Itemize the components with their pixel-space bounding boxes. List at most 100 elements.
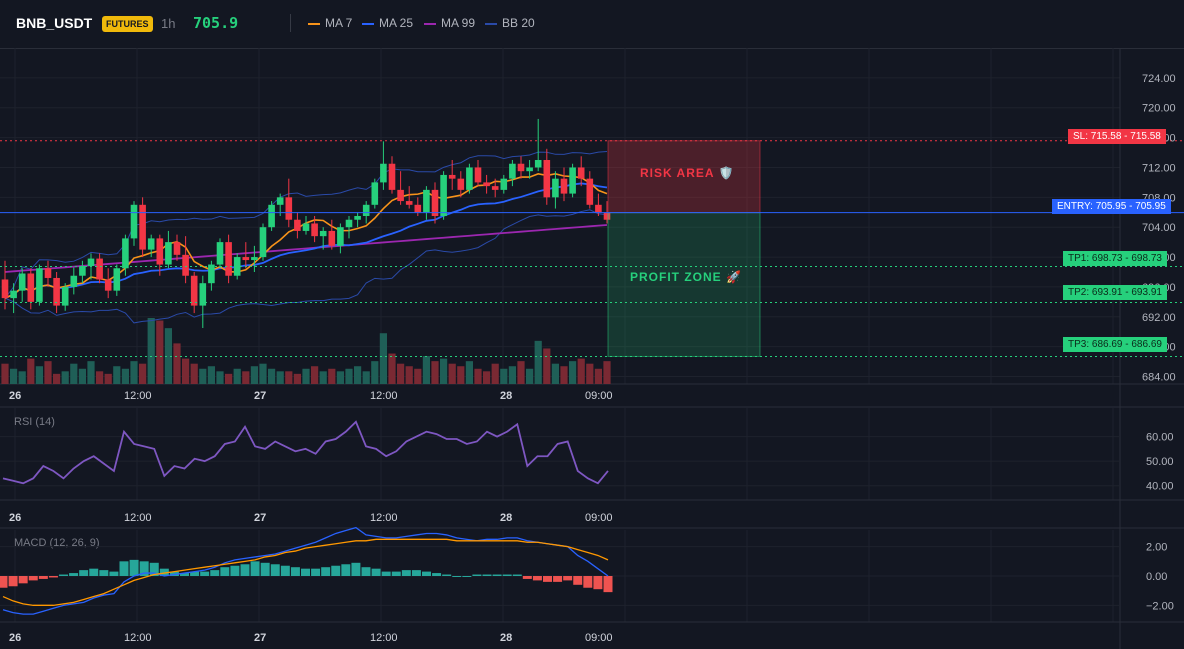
candle-body	[569, 167, 576, 194]
volume-bar	[259, 363, 267, 384]
symbol-name[interactable]: BNB_USDT	[16, 15, 93, 31]
macd-histogram-bar	[331, 565, 341, 576]
macd-histogram-bar	[28, 576, 38, 581]
time-axis-label: 12:00	[124, 390, 152, 402]
volume-bar	[586, 363, 594, 384]
candle-body	[595, 204, 602, 213]
time-axis-label: 26	[9, 632, 21, 644]
timeframe-selector[interactable]: 1h	[161, 16, 176, 31]
volume-bar	[78, 368, 86, 384]
volume-bar	[302, 368, 310, 384]
macd-histogram-bar	[230, 565, 240, 576]
volume-bar	[164, 328, 172, 384]
macd-histogram-bar	[260, 562, 270, 576]
volume-bar	[242, 371, 250, 384]
legend-ma25[interactable]: MA 25	[362, 16, 413, 30]
time-axis-label: 27	[254, 390, 266, 402]
candle-body	[423, 189, 430, 213]
volume-bar	[577, 358, 585, 384]
price-axis-label: 684.00	[1142, 372, 1176, 384]
rsi-line	[2, 420, 609, 485]
candle-body	[18, 273, 26, 291]
macd-axis-label: 2.00	[1146, 542, 1167, 554]
candle-body	[242, 257, 250, 261]
candle-body	[388, 163, 396, 190]
legend-ma7[interactable]: MA 7	[308, 16, 352, 30]
candle-body	[285, 197, 293, 220]
volume-bar	[345, 368, 353, 384]
macd-histogram-bar	[593, 576, 603, 590]
macd-title: MACD (12, 26, 9)	[14, 537, 100, 549]
candle-body	[362, 204, 370, 216]
macd-histogram-bar	[210, 570, 220, 576]
last-price: 705.9	[193, 14, 239, 32]
volume-bar	[543, 348, 551, 384]
candle-body	[328, 230, 336, 246]
volume-bar	[362, 371, 370, 384]
candle-body	[311, 223, 318, 237]
volume-bar	[130, 361, 138, 384]
volume-bar	[10, 368, 18, 384]
candle-body	[345, 219, 353, 228]
time-axis-label: 28	[500, 390, 512, 402]
tp1-label: TP1: 698.73	[1068, 253, 1123, 264]
profit-zone-label: PROFIT ZONE 🚀	[630, 270, 742, 284]
price-axis-label: 724.00	[1142, 73, 1176, 85]
candle-body	[457, 178, 465, 190]
candle-body	[517, 163, 525, 172]
volume-bar	[156, 320, 164, 384]
candle-body	[466, 167, 473, 190]
legend-ma25-label: MA 25	[379, 16, 414, 30]
volume-bar	[491, 363, 499, 384]
volume-bar	[354, 366, 362, 384]
risk-area-zone	[607, 140, 761, 214]
volume-bar	[517, 361, 525, 384]
price-axis-label: 704.00	[1142, 222, 1176, 234]
candle-body	[371, 182, 379, 205]
macd-line	[2, 526, 609, 615]
tp3-tag: TP3: 686.69 - 686.69	[1063, 337, 1167, 352]
candle-body	[44, 268, 52, 278]
macd-histogram-bar	[442, 574, 452, 576]
macd-histogram-bar	[361, 567, 371, 576]
volume-bar	[414, 368, 422, 384]
candle-body	[294, 219, 301, 231]
volume-bar	[388, 353, 396, 384]
time-axis-label: 27	[254, 632, 266, 644]
candle-body	[216, 242, 224, 265]
candle-body	[130, 204, 138, 239]
candle-body	[147, 238, 155, 250]
stop-loss-tag: SL: 715.58 - 715.58	[1068, 129, 1166, 144]
macd-histogram-bar	[190, 571, 200, 576]
tp2-tag: TP2: 693.91 - 693.91	[1063, 285, 1167, 300]
volume-bar	[61, 371, 69, 384]
legend-ma99[interactable]: MA 99	[424, 16, 475, 30]
candle-body	[414, 204, 422, 213]
tp1-axis-value: 698.73	[1131, 253, 1162, 264]
candle-body	[122, 238, 129, 269]
tp3-axis-value: 686.69	[1131, 339, 1162, 350]
candle-body	[173, 242, 181, 255]
macd-histogram-bar	[522, 576, 532, 579]
price-axis-label: 712.00	[1142, 162, 1176, 174]
stop-loss-axis-value: 715.58	[1130, 131, 1161, 142]
macd-histogram-bar	[311, 568, 321, 576]
macd-histogram-bar	[432, 573, 442, 576]
macd-histogram-bar	[180, 573, 189, 576]
macd-histogram-bar	[69, 573, 79, 576]
macd-histogram-bar	[59, 574, 68, 576]
legend-bb20[interactable]: BB 20	[485, 16, 535, 30]
volume-bar	[147, 318, 155, 384]
bb20-swatch-icon	[485, 22, 497, 25]
macd-axis-label: 0.00	[1146, 571, 1167, 583]
price-axis-label: 692.00	[1142, 312, 1176, 324]
volume-bar	[199, 368, 207, 384]
tp1-tag: TP1: 698.73 - 698.73	[1063, 251, 1167, 266]
candle-body	[36, 268, 43, 302]
volume-bar	[397, 363, 405, 384]
volume-bar	[440, 358, 448, 384]
bb20-upper-band	[4, 151, 608, 299]
bb20-lower-band	[4, 209, 608, 324]
candle-body	[337, 227, 344, 246]
